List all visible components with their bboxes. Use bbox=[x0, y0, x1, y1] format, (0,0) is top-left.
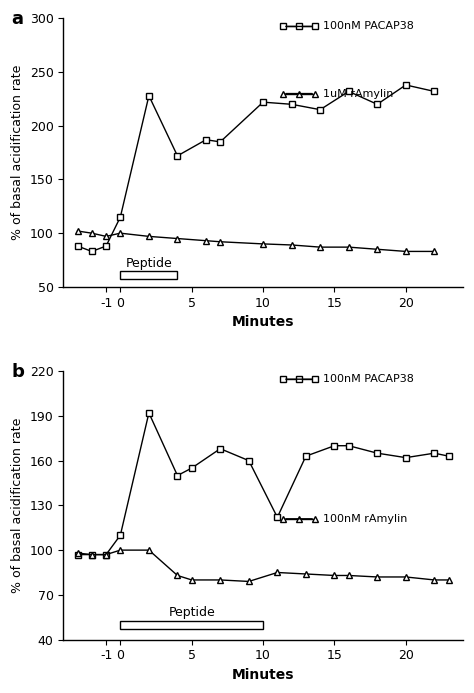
Text: b: b bbox=[11, 363, 24, 381]
Bar bbox=[120, 271, 177, 279]
Text: a: a bbox=[11, 10, 23, 28]
X-axis label: Minutes: Minutes bbox=[232, 668, 294, 682]
Y-axis label: % of basal acidification rate: % of basal acidification rate bbox=[11, 65, 24, 240]
Y-axis label: % of basal acidification rate: % of basal acidification rate bbox=[11, 418, 24, 593]
Bar bbox=[120, 620, 263, 629]
Text: 100nM PACAP38: 100nM PACAP38 bbox=[323, 374, 414, 384]
Text: 100nM PACAP38: 100nM PACAP38 bbox=[323, 21, 414, 31]
Text: 100nM rAmylin: 100nM rAmylin bbox=[323, 514, 407, 524]
Text: Peptide: Peptide bbox=[126, 256, 172, 270]
Text: 1uM rAmylin: 1uM rAmylin bbox=[323, 89, 393, 98]
Text: Peptide: Peptide bbox=[168, 606, 215, 619]
X-axis label: Minutes: Minutes bbox=[232, 315, 294, 329]
